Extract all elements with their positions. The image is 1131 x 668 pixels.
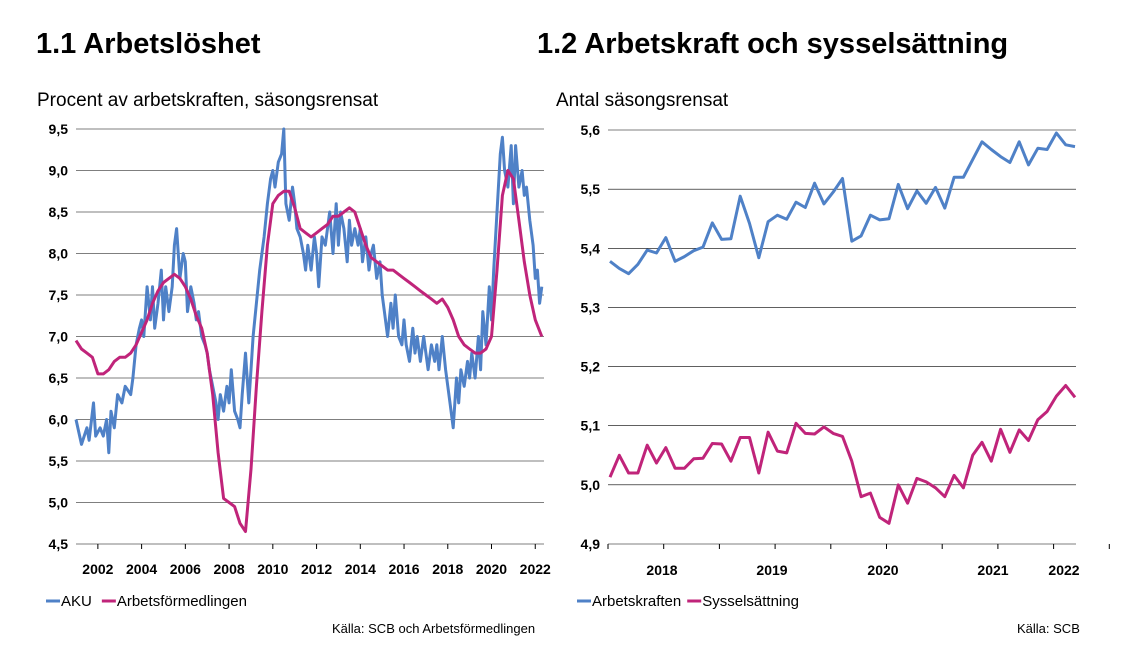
y-tick-label: 6,0	[49, 412, 69, 428]
y-tick-label: 5,0	[49, 495, 69, 511]
series-line-sysselsättning	[608, 384, 1077, 525]
chart-panel-labour-force: 1.2 Arbetskraft och sysselsättning Antal…	[537, 0, 1131, 668]
chart-panel-unemployment: 1.1 Arbetslöshet Procent av arbetskrafte…	[0, 0, 565, 668]
x-tick-label: 2022	[1048, 562, 1079, 578]
y-tick-label: 5,6	[581, 122, 601, 138]
y-tick-label: 9,5	[49, 121, 69, 137]
y-tick-label: 5,0	[581, 477, 601, 493]
series-line-arbetsförmedlingen	[74, 169, 544, 533]
legend-label: AKU	[61, 593, 92, 610]
legend-label: Arbetsförmedlingen	[117, 593, 247, 610]
x-tick-label: 2016	[388, 561, 419, 577]
y-tick-label: 7,5	[49, 287, 69, 303]
line-chart-labour-force: 5,6 5,5 5,4 5,3 5,2 5,1 5,0 4,9 2018 2019 2020 2021…	[577, 122, 1110, 610]
x-tick-label: 2006	[170, 561, 201, 577]
x-tick-label: 2004	[126, 561, 157, 577]
y-tick-label: 5,4	[581, 240, 601, 256]
chart-title: 1.1 Arbetslöshet	[36, 28, 261, 60]
series-line-arbetskraften	[609, 131, 1076, 276]
x-tick-label: 2021	[977, 562, 1008, 578]
y-tick-label: 8,5	[49, 204, 69, 220]
line-chart-unemployment: 9,5 9,0 8,5 8,0 7,5 7,0 6,5 6,0 5,5 5,0 4,5 2002 200…	[46, 121, 551, 610]
legend-label: Arbetskraften	[592, 593, 681, 610]
x-tick-label: 2002	[82, 561, 113, 577]
y-tick-label: 5,2	[581, 359, 601, 375]
chart-source: Källa: SCB och Arbetsförmedlingen	[332, 621, 536, 636]
x-tick-label: 2018	[646, 562, 677, 578]
x-tick-label: 2019	[756, 562, 787, 578]
chart-subtitle: Procent av arbetskraften, säsongsrensat	[37, 90, 379, 111]
chart-source: Källa: SCB	[1017, 621, 1080, 636]
y-tick-label: 5,3	[581, 299, 601, 315]
y-tick-label: 6,5	[49, 370, 69, 386]
x-tick-label: 2012	[301, 561, 332, 577]
y-tick-label: 5,5	[581, 181, 601, 197]
y-tick-label: 5,1	[581, 418, 601, 434]
y-tick-label: 4,5	[49, 536, 69, 552]
series-line-aku	[74, 127, 544, 455]
x-tick-label: 2010	[257, 561, 288, 577]
chart-subtitle: Antal säsongsrensat	[556, 90, 729, 111]
y-tick-label: 4,9	[581, 536, 601, 552]
x-tick-label: 2008	[214, 561, 245, 577]
x-tick-label: 2020	[476, 561, 507, 577]
x-tick-label: 2014	[345, 561, 376, 577]
x-tick-label: 2020	[867, 562, 898, 578]
y-tick-label: 7,0	[49, 329, 69, 345]
y-tick-label: 5,5	[49, 453, 69, 469]
x-tick-label: 2022	[520, 561, 551, 577]
legend-label: Sysselsättning	[702, 593, 799, 610]
y-tick-label: 9,0	[49, 163, 69, 179]
chart-title: 1.2 Arbetskraft och sysselsättning	[537, 28, 1009, 60]
x-tick-label: 2018	[432, 561, 463, 577]
y-tick-label: 8,0	[49, 246, 69, 262]
